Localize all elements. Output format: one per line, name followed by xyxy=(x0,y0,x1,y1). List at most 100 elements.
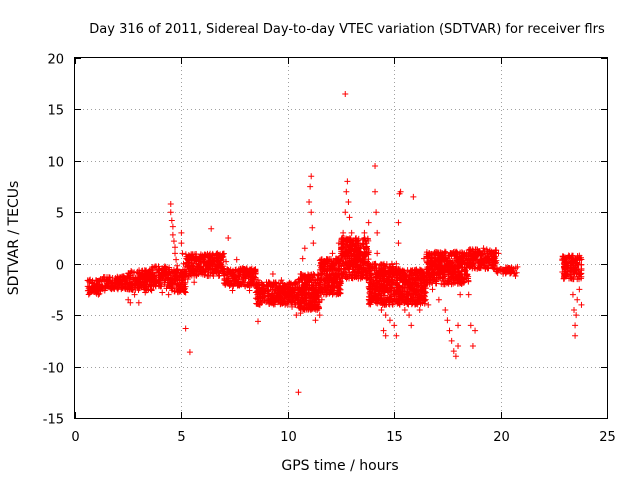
y-axis-label: SDTVAR / TECUs xyxy=(6,181,22,296)
x-tick-label: 0 xyxy=(71,430,79,445)
data-point xyxy=(182,325,189,332)
data-point-dense xyxy=(360,264,367,271)
data-point-dense xyxy=(402,272,409,279)
data-point-dense xyxy=(381,262,388,269)
data-point xyxy=(308,209,315,216)
data-point xyxy=(425,301,432,308)
data-point-dense xyxy=(186,272,193,279)
data-point-dense xyxy=(368,281,375,288)
data-point-dense xyxy=(209,261,216,268)
data-point xyxy=(329,250,336,257)
data-point-dense xyxy=(143,273,150,280)
data-point-dense xyxy=(514,263,521,270)
data-point-dense xyxy=(352,235,359,242)
data-point-dense xyxy=(265,292,272,299)
data-point-dense xyxy=(330,290,337,297)
data-point-dense xyxy=(441,272,448,279)
data-point-dense xyxy=(175,288,182,295)
data-point-dense xyxy=(465,277,472,284)
data-point-dense xyxy=(248,279,255,286)
data-point-dense xyxy=(372,274,379,281)
data-point-dense xyxy=(466,264,473,271)
x-tick-label: 25 xyxy=(599,430,616,445)
data-point-dense xyxy=(269,290,276,297)
data-points xyxy=(84,91,585,396)
data-point-dense xyxy=(423,251,430,258)
y-tick-label: 15 xyxy=(47,104,64,119)
data-point xyxy=(406,312,413,319)
data-point-dense xyxy=(382,268,389,275)
data-point-dense xyxy=(185,268,192,275)
data-point-dense xyxy=(175,281,182,288)
chart-title: Day 316 of 2011, Sidereal Day-to-day VTE… xyxy=(89,22,605,37)
data-point-dense xyxy=(425,271,432,278)
data-point xyxy=(255,318,262,325)
data-point-dense xyxy=(371,266,378,273)
y-tick-label: 5 xyxy=(56,207,64,222)
data-point xyxy=(442,307,449,313)
data-point-dense xyxy=(221,275,228,282)
data-point-dense xyxy=(309,274,316,281)
data-point xyxy=(373,209,380,216)
data-point xyxy=(178,240,185,247)
data-point-dense xyxy=(420,289,427,296)
data-point xyxy=(233,256,240,263)
data-point-dense xyxy=(393,274,400,281)
data-point-dense xyxy=(458,249,465,256)
data-point-dense xyxy=(458,254,465,261)
data-point-dense xyxy=(169,280,176,287)
data-point-dense xyxy=(90,282,97,289)
data-point-dense xyxy=(467,255,474,262)
data-point-dense xyxy=(452,255,459,262)
data-point-dense xyxy=(416,278,423,285)
data-point-dense xyxy=(341,271,348,278)
data-point-dense xyxy=(409,267,416,274)
data-point-dense xyxy=(395,265,402,272)
data-point-dense xyxy=(106,274,113,281)
data-point-dense xyxy=(328,259,335,266)
data-point xyxy=(452,353,459,360)
data-point xyxy=(186,349,193,356)
data-point xyxy=(465,291,472,298)
data-point xyxy=(378,307,385,313)
data-point-dense xyxy=(405,293,412,300)
data-point-dense xyxy=(156,265,163,272)
data-point-dense xyxy=(333,266,340,273)
data-point xyxy=(435,296,442,303)
data-point-dense xyxy=(342,251,349,258)
data-point-dense xyxy=(272,279,279,286)
y-tick-label: 10 xyxy=(47,156,64,171)
data-point xyxy=(169,231,176,238)
y-tick-label: -15 xyxy=(43,413,64,428)
data-point xyxy=(374,250,381,257)
data-point-dense xyxy=(490,256,497,263)
data-point-dense xyxy=(410,294,417,301)
data-point-dense xyxy=(127,274,134,281)
data-point-dense xyxy=(286,279,293,286)
data-point-dense xyxy=(201,258,208,265)
data-point-dense xyxy=(323,278,330,285)
data-point-dense xyxy=(425,266,432,273)
data-point-dense xyxy=(312,306,319,313)
data-point-dense xyxy=(443,280,450,287)
data-point xyxy=(391,322,398,329)
data-point-dense xyxy=(389,301,396,308)
data-point-dense xyxy=(128,269,135,276)
data-point xyxy=(448,337,455,344)
data-point xyxy=(455,322,462,329)
data-point xyxy=(472,327,479,334)
data-point xyxy=(372,163,379,169)
data-point-dense xyxy=(207,269,214,276)
data-point xyxy=(344,178,351,185)
data-point-dense xyxy=(215,265,222,272)
data-point xyxy=(572,332,579,339)
data-point-dense xyxy=(300,287,307,294)
data-point-dense xyxy=(313,298,320,305)
data-point-dense xyxy=(428,254,435,261)
data-point-dense xyxy=(387,264,394,271)
data-point-dense xyxy=(179,276,186,283)
data-point-dense xyxy=(477,252,484,259)
data-point-dense xyxy=(149,274,156,281)
data-point xyxy=(446,327,453,334)
data-point-dense xyxy=(305,305,312,312)
